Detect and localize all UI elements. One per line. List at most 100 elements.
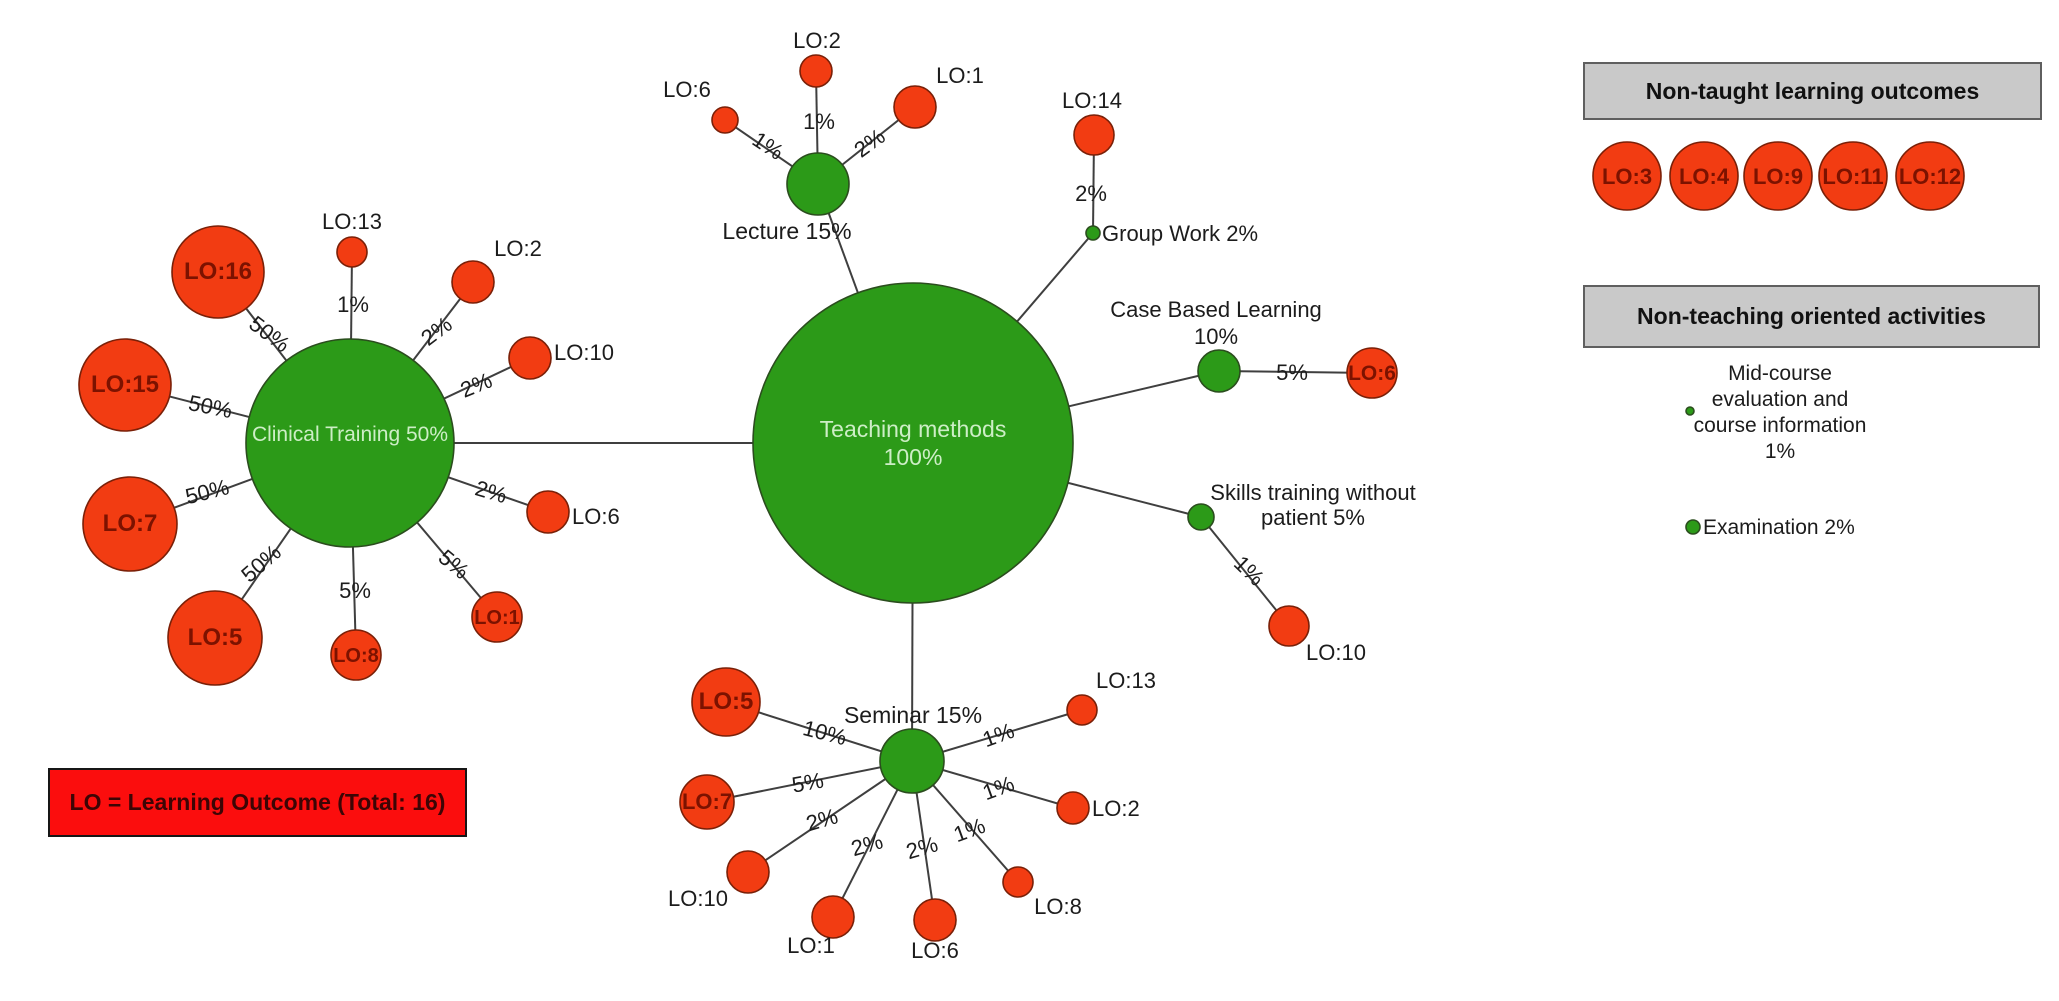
edge-seminar-lo5-label: 10% — [800, 715, 849, 750]
node-group-work — [1085, 225, 1101, 241]
outcome-sem-lo1 — [811, 895, 855, 939]
edge-clinical-lo2-label: 2% — [416, 311, 456, 350]
outcome-ct-lo8 — [330, 629, 382, 681]
label-teaching-methods-line-1: 100% — [884, 444, 943, 470]
edge-clinical-lo10-label: 2% — [457, 368, 496, 403]
label-clinical-training: Clinical Training 50% — [252, 423, 448, 446]
edge-seminar-lo10-label: 2% — [803, 803, 840, 836]
outcome-sem-lo5 — [691, 667, 761, 737]
outcome-sem-lo13 — [1066, 694, 1098, 726]
label-sem-lo10: LO:10 — [668, 886, 728, 911]
label-ct-lo16: LO:16 — [184, 258, 252, 285]
outcome-ct-lo15 — [78, 338, 172, 432]
outcome-lec-lo2 — [799, 54, 833, 88]
label-panel-lo12: LO:12 — [1899, 164, 1961, 189]
outcome-sem-lo10 — [726, 850, 770, 894]
edge-seminar-lo7 — [706, 760, 913, 803]
label-ct-lo7: LO:7 — [103, 510, 158, 537]
label-ct-lo5: LO:5 — [188, 624, 243, 651]
label-skills-training-line-1: patient 5% — [1261, 505, 1365, 530]
legend-box: LO = Learning Outcome (Total: 16) — [48, 768, 467, 837]
label-ct-lo15: LO:15 — [91, 371, 159, 398]
dot-mid-course — [1685, 406, 1695, 416]
outcome-sem-lo6 — [913, 898, 957, 942]
outcome-sk-lo10 — [1268, 605, 1310, 647]
node-lecture — [786, 152, 850, 216]
outcome-sem-lo7 — [679, 774, 735, 830]
outcome-ct-lo16 — [171, 225, 265, 319]
edge-seminar-lo6-label: 2% — [903, 831, 940, 864]
label-skills-training: Skills training without patient 5% — [1210, 480, 1415, 530]
label-sk-lo10: LO:10 — [1306, 640, 1366, 665]
label-teaching-methods: Teaching methods 100% — [820, 416, 1007, 470]
label-lec-lo2: LO:2 — [793, 28, 841, 53]
label-mid-course-line-3: 1% — [1765, 440, 1795, 463]
label-sem-lo1: LO:1 — [787, 933, 835, 958]
edge-clinical-lo6-label: 2% — [472, 475, 509, 508]
label-ct-lo10: LO:10 — [554, 340, 614, 365]
outcome-cb-lo6 — [1346, 347, 1398, 399]
label-ct-lo1: LO:1 — [474, 607, 520, 629]
label-ct-lo8: LO:8 — [333, 645, 379, 667]
outcome-ct-lo2 — [451, 260, 495, 304]
node-case-based — [1197, 349, 1241, 393]
edge-lecture-lo1-label: 2% — [849, 123, 889, 162]
label-gw-lo14: LO:14 — [1062, 88, 1122, 113]
outcome-panel-lo4 — [1669, 141, 1739, 211]
panel-non-taught-title: Non-taught learning outcomes — [1583, 62, 2042, 120]
outcome-ct-lo1 — [471, 591, 523, 643]
edge-seminar-lo7-label: 5% — [790, 768, 826, 798]
edge-seminar-lo10 — [747, 760, 913, 873]
edge-skills-lo10-label: 1% — [1229, 551, 1269, 591]
label-sem-lo2: LO:2 — [1092, 796, 1140, 821]
edge-seminar-lo13-label: 1% — [979, 718, 1017, 752]
outcome-ct-lo5 — [167, 590, 263, 686]
label-case-based-line-0: Case Based Learning — [1110, 297, 1322, 322]
edge-skills-lo10 — [1200, 516, 1290, 627]
node-clinical-training — [245, 338, 455, 548]
edge-lecture-lo2-label: 1% — [803, 109, 835, 134]
label-case-based-line-1: 10% — [1194, 324, 1238, 349]
label-panel-lo3: LO:3 — [1602, 164, 1652, 189]
edge-clinical-lo13-label: 1% — [337, 292, 369, 317]
dot-examination — [1685, 519, 1701, 535]
label-panel-lo4: LO:4 — [1679, 164, 1730, 189]
edge-casebased-lo6-label: 5% — [1276, 360, 1308, 385]
label-sem-lo6: LO:6 — [911, 938, 959, 963]
label-sem-lo13: LO:13 — [1096, 668, 1156, 693]
label-lec-lo1: LO:1 — [936, 63, 984, 88]
label-mid-course: Mid-course evaluation and course informati… — [1694, 362, 1867, 463]
outcome-panel-lo11 — [1818, 141, 1888, 211]
label-lec-lo6: LO:6 — [663, 77, 711, 102]
edge-clinical-lo8-label: 5% — [339, 578, 371, 603]
label-seminar: Seminar 15% — [844, 702, 982, 728]
label-ct-lo13: LO:13 — [322, 209, 382, 234]
edge-seminar-lo1-label: 2% — [848, 828, 885, 861]
label-mid-course-line-1: evaluation and — [1712, 388, 1849, 411]
label-examination: Examination 2% — [1703, 516, 1855, 539]
edge-groupwork-lo14-label: 2% — [1075, 181, 1107, 206]
label-ct-lo6: LO:6 — [572, 504, 620, 529]
panel-non-teaching-title: Non-teaching oriented activities — [1583, 285, 2040, 348]
outcome-lec-lo6 — [711, 106, 739, 134]
outcome-lec-lo1 — [893, 85, 937, 129]
label-sem-lo5: LO:5 — [699, 688, 754, 715]
node-skills-training — [1187, 503, 1215, 531]
outcome-gw-lo14 — [1073, 114, 1115, 156]
label-cb-lo6: LO:6 — [1348, 362, 1396, 385]
outcome-ct-lo10 — [508, 336, 552, 380]
label-mid-course-line-0: Mid-course — [1728, 362, 1832, 385]
edge-clinical-lo16-label: 50% — [244, 311, 294, 357]
label-sem-lo8: LO:8 — [1034, 894, 1082, 919]
label-lecture: Lecture 15% — [722, 218, 851, 244]
outcome-ct-lo6 — [526, 490, 570, 534]
outcome-panel-lo9 — [1743, 141, 1813, 211]
node-seminar — [879, 728, 945, 794]
outcome-ct-lo7 — [82, 476, 178, 572]
label-ct-lo2: LO:2 — [494, 236, 542, 261]
label-case-based: Case Based Learning 10% — [1110, 297, 1322, 349]
edge-clinical-lo15-label: 50% — [186, 390, 234, 423]
outcome-panel-lo12 — [1895, 141, 1965, 211]
label-skills-training-line-0: Skills training without — [1210, 480, 1415, 505]
